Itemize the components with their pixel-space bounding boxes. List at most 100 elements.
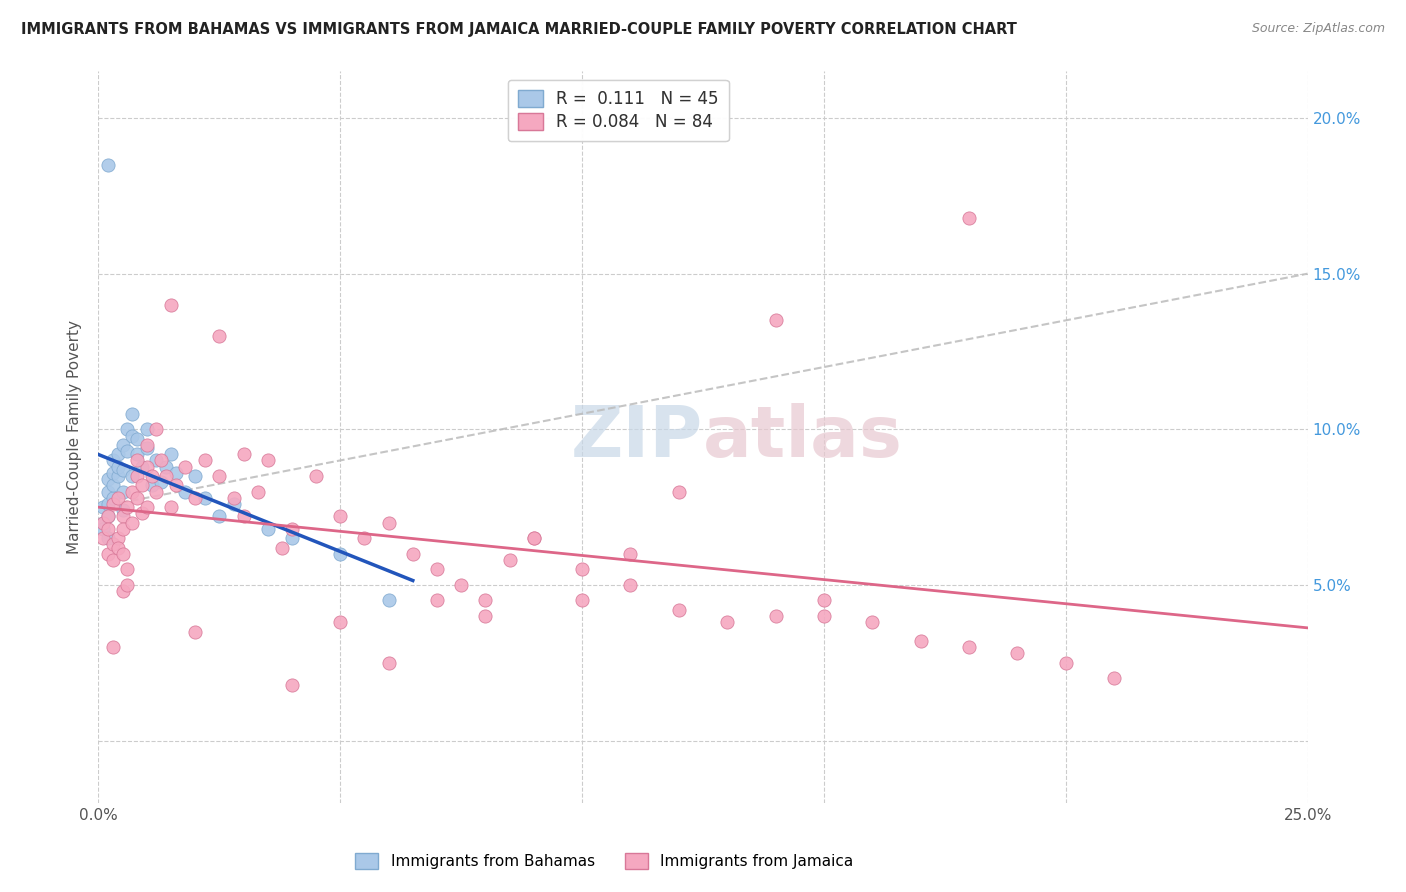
Point [329,547,352,561]
Point [474,609,496,624]
Point [97,484,120,499]
Point [426,562,449,576]
Point [813,609,835,624]
Point [145,484,167,499]
Point [256,453,278,467]
Point [97,158,120,172]
Point [111,463,134,477]
Point [765,313,787,327]
Point [174,484,197,499]
Point [127,469,149,483]
Point [208,509,231,524]
Point [571,562,593,576]
Point [141,469,163,483]
Point [117,578,139,592]
Point [117,500,139,515]
Point [353,531,375,545]
Point [97,522,120,536]
Point [150,453,173,467]
Point [402,547,425,561]
Point [97,531,120,545]
Point [97,472,120,486]
Point [117,422,139,436]
Point [860,615,883,630]
Point [184,624,207,639]
Point [97,509,120,524]
Point [184,491,207,505]
Text: atlas: atlas [703,402,903,472]
Y-axis label: Married-Couple Family Poverty: Married-Couple Family Poverty [67,320,83,554]
Point [111,438,134,452]
Point [91,516,114,530]
Point [155,469,177,483]
Point [305,469,328,483]
Point [222,497,245,511]
Point [91,522,114,536]
Point [117,562,139,576]
Point [101,478,124,492]
Point [184,469,207,483]
Point [127,453,149,467]
Point [131,506,153,520]
Point [121,428,143,442]
Point [765,609,787,624]
Point [160,447,183,461]
Point [111,484,134,499]
Point [117,444,139,458]
Point [107,531,129,545]
Point [232,509,254,524]
Point [329,509,352,524]
Point [174,459,197,474]
Point [121,407,143,421]
Point [523,531,546,545]
Point [450,578,472,592]
Point [716,615,738,630]
Point [127,491,149,505]
Point [101,491,124,505]
Point [910,634,932,648]
Point [101,640,124,655]
Point [97,497,120,511]
Point [160,500,183,515]
Point [160,298,183,312]
Point [281,522,304,536]
Text: Source: ZipAtlas.com: Source: ZipAtlas.com [1251,22,1385,36]
Point [131,478,153,492]
Point [111,584,134,599]
Point [121,469,143,483]
Point [121,516,143,530]
Point [155,459,177,474]
Point [111,547,134,561]
Point [145,453,167,467]
Point [426,593,449,607]
Point [107,469,129,483]
Point [101,497,124,511]
Point [141,478,163,492]
Point [256,522,278,536]
Point [957,211,980,225]
Point [1007,647,1029,661]
Point [523,531,546,545]
Point [619,578,641,592]
Point [111,509,134,524]
Text: ZIP: ZIP [571,402,703,472]
Point [135,459,157,474]
Point [101,453,124,467]
Point [271,541,294,555]
Point [135,422,157,436]
Point [127,447,149,461]
Legend: R =  0.111   N = 45, R = 0.084   N = 84: R = 0.111 N = 45, R = 0.084 N = 84 [508,79,728,141]
Point [127,432,149,446]
Text: IMMIGRANTS FROM BAHAMAS VS IMMIGRANTS FROM JAMAICA MARRIED-COUPLE FAMILY POVERTY: IMMIGRANTS FROM BAHAMAS VS IMMIGRANTS FR… [21,22,1017,37]
Point [571,593,593,607]
Point [91,500,114,515]
Point [101,466,124,480]
Point [135,441,157,455]
Point [247,484,270,499]
Point [813,593,835,607]
Point [377,593,399,607]
Point [135,500,157,515]
Point [165,478,187,492]
Point [281,677,304,691]
Point [101,537,124,551]
